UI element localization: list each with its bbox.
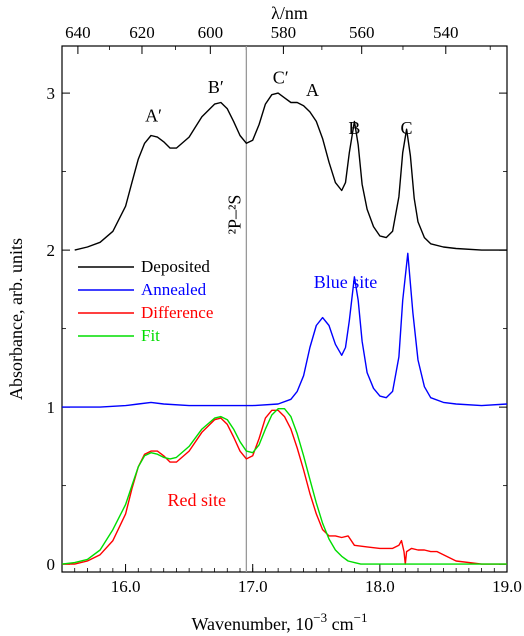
plot-frame-layer bbox=[61, 45, 508, 573]
legend-label-fit: Fit bbox=[141, 326, 160, 345]
peak-label: B′ bbox=[208, 77, 224, 97]
y-tick-label: 0 bbox=[47, 555, 56, 574]
x-axis-title-part: cm bbox=[327, 614, 354, 634]
peak-label: A′ bbox=[145, 105, 162, 125]
x-axis-title: Wavenumber, 10−3 cm−1 bbox=[192, 610, 368, 634]
site-label: Red site bbox=[168, 490, 227, 510]
top-axis-title: λ/nm bbox=[271, 3, 308, 23]
x-axis-title-part: Wavenumber, 10 bbox=[192, 614, 314, 634]
y-tick-label: 3 bbox=[47, 84, 56, 103]
legend-label-annealed: Annealed bbox=[141, 280, 207, 299]
x-tick-label: 16.0 bbox=[111, 577, 141, 596]
peak-label: C bbox=[401, 118, 413, 138]
peak-label: B bbox=[348, 118, 360, 138]
series-layer bbox=[61, 92, 508, 565]
top-tick-label: 640 bbox=[65, 23, 91, 42]
y-tick-label: 2 bbox=[47, 241, 56, 260]
site-label: Blue site bbox=[314, 272, 378, 292]
x-tick-label: 18.0 bbox=[365, 577, 395, 596]
series-line-annealed bbox=[62, 252, 508, 408]
x-tick-label: 17.0 bbox=[238, 577, 268, 596]
top-tick-label: 540 bbox=[433, 23, 459, 42]
x-axis-title-part: −3 bbox=[313, 610, 327, 625]
plot-frame bbox=[61, 45, 508, 573]
legend-label-difference: Difference bbox=[141, 303, 213, 322]
top-tick-label: 620 bbox=[129, 23, 155, 42]
top-tick-label: 580 bbox=[271, 23, 297, 42]
vertical-marker-label: ²P–²S bbox=[224, 195, 244, 235]
peak-label: A bbox=[306, 80, 319, 100]
series-line-deposited bbox=[74, 92, 507, 251]
label-layer: 16.0 17.0 18.0 19.0 0 1 2 3 640 620 600 580 560 540 λ/… bbox=[6, 3, 522, 634]
peak-label: C′ bbox=[273, 68, 289, 88]
y-tick-label: 1 bbox=[47, 398, 56, 417]
y-axis-title: Absorbance, arb. units bbox=[6, 238, 26, 400]
x-tick-label: 19.0 bbox=[492, 577, 522, 596]
top-tick-label: 600 bbox=[198, 23, 224, 42]
top-tick-label: 560 bbox=[349, 23, 375, 42]
series-line-difference bbox=[62, 409, 507, 565]
legend-label-deposited: Deposited bbox=[141, 257, 210, 276]
x-axis-title-part: −1 bbox=[354, 610, 368, 625]
series-line-fit bbox=[61, 408, 507, 565]
